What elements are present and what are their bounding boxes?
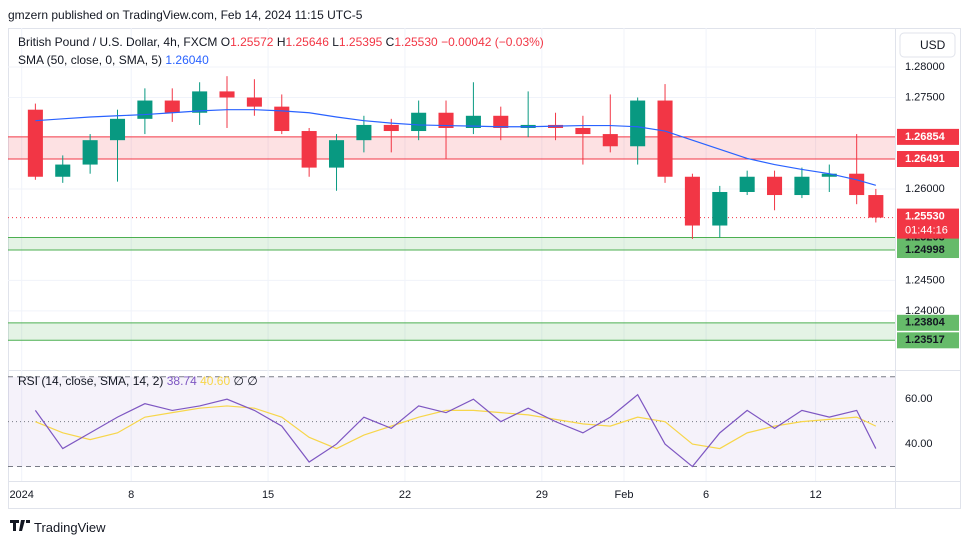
zone-price-label: 1.24998 [905,244,945,256]
y-tick-label: 1.27500 [905,91,945,103]
y-tick-label: 1.24500 [905,274,945,286]
main-legend: British Pound / U.S. Dollar, 4h, FXCM O1… [18,35,544,49]
candle-body [82,140,98,165]
zone-price-label: 1.23804 [905,317,946,329]
y-tick-label: 1.26000 [905,183,945,195]
currency-box[interactable] [899,32,956,58]
rsi-sma-value: 40.60 [200,374,231,388]
y-tick-label: 40.00 [905,438,933,450]
sma-legend: SMA (50, close, 0, SMA, 5) 1.26040 [18,53,209,67]
ohlc-value: 1.25572 [230,35,274,49]
zone [8,322,895,341]
candle-body [109,118,126,141]
main-pane [8,28,895,481]
candle-body [575,127,591,135]
candle-body [684,176,700,226]
ohlc-label: L [332,35,339,49]
rsi-pane [8,376,895,468]
candle-body [328,140,345,168]
candle-body [274,106,290,132]
zone-price-label: 1.23517 [905,334,945,346]
candle-body [849,173,865,196]
candle-body [712,191,728,226]
rsi-legend: RSI (14, close, SMA, 14, 2) 38.74 40.60 … [18,374,258,388]
ohlc-label: O [220,35,231,49]
candle-body [821,173,837,177]
zone-price-box [897,332,959,349]
candle-body [192,91,208,113]
symbol-title: British Pound / U.S. Dollar, 4h, FXCM [18,35,218,49]
zone [8,136,895,160]
x-tick-label: 8 [128,489,134,501]
candle-body [465,115,481,128]
zone-price-box [897,314,959,331]
candle-body [411,112,427,132]
x-tick-label: 15 [262,489,274,501]
ohlc-label: H [276,35,286,49]
candle-body [602,134,618,147]
chart-frame [8,28,961,509]
x-tick-label: 2024 [9,489,33,501]
sma-name: SMA (50, close, 0, SMA, 5) [18,53,163,67]
x-tick-label: 22 [399,489,411,501]
candle-body [868,195,884,218]
candle-body [739,176,755,192]
rsi-line [35,405,877,450]
x-tick-label: 12 [809,489,821,501]
candle-body [27,109,43,177]
footer-brand: TradingView [34,520,106,535]
candle-body [137,100,153,119]
last-price-label: 1.25530 [905,210,945,222]
rsi-line [34,393,877,468]
rsi-extra: ∅ ∅ [233,374,258,388]
y-tick-label: 60.00 [905,393,933,405]
zone-price-box [897,128,959,145]
change: −0.00042 (−0.03%) [441,35,544,49]
zone [8,237,895,251]
published-line: gmzern published on TradingView.com, Feb… [8,8,363,22]
zone-price-label: 1.26491 [905,153,945,165]
ohlc-value: 1.25646 [285,35,329,49]
candle-body [301,131,317,168]
rsi-name: RSI (14, close, SMA, 14, 2) [18,374,164,388]
candle-body [767,176,783,196]
x-tick-label: 6 [703,489,709,501]
y-tick-label: 1.24000 [905,305,945,317]
candle-body [383,124,399,132]
candle-body [55,164,71,177]
candle-body [630,100,646,147]
candle-body [794,176,810,196]
y-tick-label: 1.28000 [905,61,945,73]
candle-body [493,115,509,128]
candle-body [438,112,454,128]
candle-body [356,124,372,141]
zone-price-box [897,242,959,259]
sma-value: 1.26040 [165,53,209,67]
ohlc-value: 1.25395 [338,35,383,49]
ohlc-label: C [385,35,395,49]
countdown: 01:44:16 [905,224,948,236]
candle-body [657,100,673,177]
sma-line [35,109,877,186]
currency[interactable]: USD [920,38,946,52]
candle-body [164,100,180,113]
x-tick-label: 29 [536,489,548,501]
candle-body [246,97,262,107]
tv-logo [10,520,30,531]
last-price-box [897,208,959,239]
zone-price-label: 1.26854 [905,131,946,143]
candle-body [219,91,235,98]
x-tick-label: Feb [614,489,633,501]
zone-price-box [897,151,959,168]
rsi-value: 38.74 [166,374,197,388]
rsi-band-fill [8,376,895,467]
ohlc-value: 1.25530 [394,35,438,49]
